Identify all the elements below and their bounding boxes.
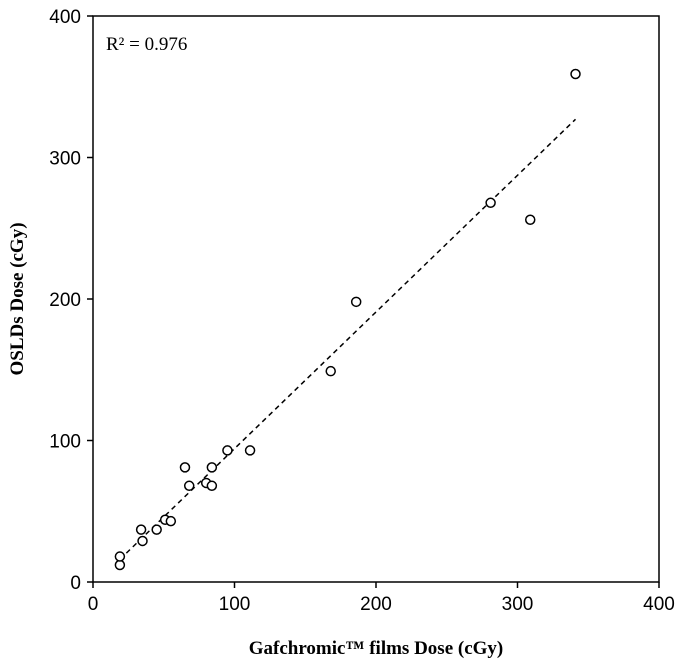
data-point — [206, 480, 218, 492]
trendline-group — [119, 118, 577, 560]
data-point — [135, 524, 147, 535]
x-axis-ticks: 0 100 200 300 400 — [88, 582, 675, 615]
data-point — [183, 480, 195, 492]
data-point — [325, 365, 336, 377]
data-points — [114, 68, 581, 571]
data-point — [350, 296, 362, 308]
data-point — [137, 535, 148, 547]
x-tick-label: 200 — [360, 594, 392, 615]
data-point — [206, 462, 218, 473]
data-point — [165, 515, 177, 527]
data-point — [485, 197, 496, 209]
y-axis-ticks: 0 100 200 300 400 — [49, 7, 93, 594]
data-point — [244, 445, 256, 456]
data-point — [114, 551, 126, 562]
data-point — [570, 68, 581, 80]
data-point — [179, 462, 191, 473]
y-tick-label: 0 — [70, 573, 81, 594]
x-tick-label: 300 — [502, 594, 534, 615]
y-tick-label: 100 — [49, 432, 81, 453]
y-tick-label: 400 — [49, 7, 81, 28]
data-point — [151, 524, 162, 535]
y-axis-title: OSLDs Dose (cGy) — [7, 222, 28, 375]
data-point — [114, 559, 126, 571]
y-tick-label: 200 — [49, 290, 81, 311]
x-tick-label: 400 — [643, 594, 675, 615]
data-point — [222, 445, 233, 456]
x-tick-label: 100 — [219, 594, 251, 615]
r-squared-annotation: R² = 0.976 — [106, 34, 187, 55]
data-point — [524, 214, 536, 226]
y-tick-label: 300 — [49, 149, 81, 170]
trendline — [119, 118, 577, 560]
plot-area-border — [92, 15, 660, 583]
x-tick-label: 0 — [88, 594, 99, 615]
x-axis-title: Gafchromic™ films Dose (cGy) — [249, 638, 504, 659]
